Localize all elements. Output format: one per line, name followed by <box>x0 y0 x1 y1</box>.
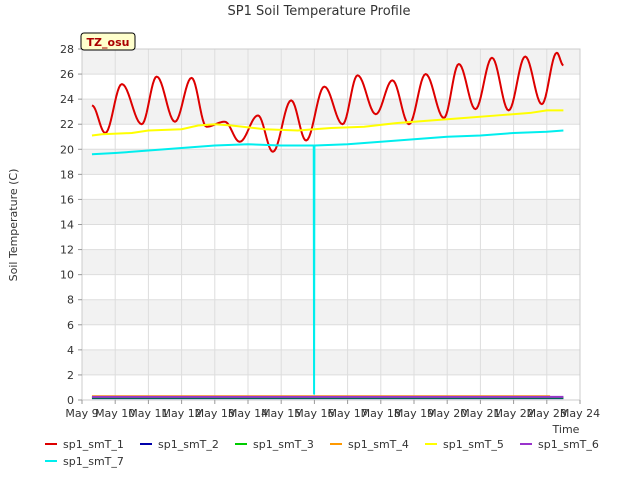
y-tick-label: 4 <box>67 344 74 357</box>
x-tick-label: May 12 <box>161 407 201 420</box>
y-tick-label: 10 <box>60 269 74 282</box>
legend-label: sp1_smT_5 <box>443 438 504 451</box>
y-tick-label: 2 <box>67 369 74 382</box>
y-tick-label: 26 <box>60 68 74 81</box>
plot-band <box>82 299 580 325</box>
series-line-sp1_smT_1 <box>91 51 564 153</box>
plot-band <box>82 149 580 175</box>
legend-label: sp1_smT_4 <box>348 438 409 451</box>
y-tick-label: 0 <box>67 394 74 407</box>
plot-bands <box>82 49 580 375</box>
legend-label: sp1_smT_6 <box>538 438 599 451</box>
y-tick-label: 24 <box>60 93 74 106</box>
x-tick-label: May 16 <box>294 407 334 420</box>
plot-band <box>82 199 580 225</box>
x-tick-label: May 10 <box>95 407 135 420</box>
y-tick-label: 28 <box>60 43 74 56</box>
plot-band <box>82 249 580 275</box>
x-tick-label: May 24 <box>560 407 600 420</box>
x-tick-label: May 17 <box>327 407 367 420</box>
plot-band <box>82 349 580 375</box>
y-tick-label: 8 <box>67 294 74 307</box>
x-tick-label: May 14 <box>228 407 268 420</box>
x-tick-label: May 23 <box>527 407 567 420</box>
y-tick-label: 16 <box>60 193 74 206</box>
tz-annotation-box <box>80 32 136 51</box>
y-tick-label: 18 <box>60 168 74 181</box>
y-tick-label: 14 <box>60 219 74 232</box>
y-axis-label: Soil Temperature (C) <box>7 169 20 282</box>
x-tick-label: May 13 <box>195 407 235 420</box>
y-tick-label: 20 <box>60 143 74 156</box>
x-tick-label: May 19 <box>394 407 434 420</box>
legend: sp1_smT_1 sp1_smT_2 sp1_smT_3 sp1_smT_4 sp1_… <box>45 438 599 468</box>
chart-title: SP1 Soil Temperature Profile <box>228 4 411 19</box>
series-line-sp1_smT_5 <box>91 109 564 137</box>
series-line-sp1_smT_7 <box>91 129 564 395</box>
x-tick-label: May 15 <box>261 407 301 420</box>
legend-label: sp1_smT_1 <box>63 438 124 451</box>
y-tick-label: 12 <box>60 244 74 257</box>
plot-band <box>82 99 580 125</box>
x-tick-label: May 9 <box>65 407 98 420</box>
x-tick-label: May 18 <box>361 407 401 420</box>
tz-annotation-text: TZ_osu <box>87 36 130 49</box>
x-tick-label: May 11 <box>128 407 168 420</box>
x-tick-label: May 20 <box>427 407 467 420</box>
legend-label: sp1_smT_2 <box>158 438 219 451</box>
x-tick-label: May 22 <box>493 407 533 420</box>
y-tick-label: 22 <box>60 118 74 131</box>
series-layer <box>91 51 564 400</box>
legend-label: sp1_smT_7 <box>63 455 124 468</box>
tz-annotation: TZ_osu <box>80 32 136 51</box>
x-tick-label: May 21 <box>460 407 500 420</box>
x-axis-label: Time <box>552 423 580 436</box>
y-tick-label: 6 <box>67 319 74 332</box>
plot-band <box>82 49 580 75</box>
grid-lines <box>81 48 581 401</box>
legend-label: sp1_smT_3 <box>253 438 314 451</box>
